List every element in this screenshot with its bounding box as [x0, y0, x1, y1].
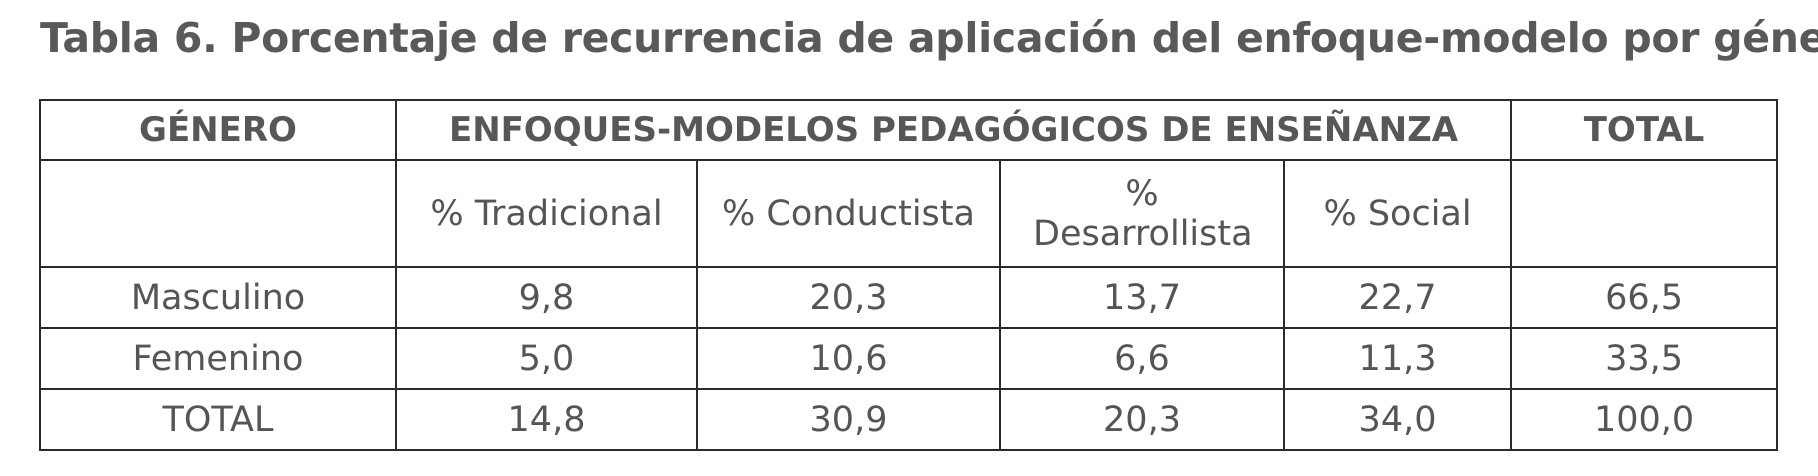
table-cell: 5,0 [395, 327, 698, 390]
subheader-row: % Tradicional % Conductista % Desarrolli… [39, 159, 1779, 268]
table-cell: 13,7 [999, 266, 1285, 329]
subheader-empty-cell [39, 159, 397, 268]
table-cell: 11,3 [1282, 327, 1513, 390]
subheader-social: % Social [1282, 159, 1513, 268]
table-cell: 20,3 [999, 388, 1285, 451]
header-genero: GÉNERO [39, 99, 397, 161]
table-cell: 14,8 [395, 388, 698, 451]
table-row-femenino: Femenino 5,0 10,6 6,6 11,3 33,5 [39, 327, 1779, 390]
table-cell: 100,0 [1510, 388, 1779, 451]
row-label: Femenino [39, 327, 397, 390]
subheader-desarrollista: % Desarrollista [999, 159, 1285, 268]
table-cell: 9,8 [395, 266, 698, 329]
header-total: TOTAL [1510, 99, 1779, 161]
page-title: Tabla 6. Porcentaje de recurrencia de ap… [40, 14, 1818, 62]
table-cell: 6,6 [999, 327, 1285, 390]
table-cell: 30,9 [696, 388, 1001, 451]
table-cell: 20,3 [696, 266, 1001, 329]
header-enfoques: ENFOQUES-MODELOS PEDAGÓGICOS DE ENSEÑANZ… [394, 99, 1513, 161]
table-row-total: TOTAL 14,8 30,9 20,3 34,0 100,0 [39, 388, 1779, 451]
row-label: Masculino [39, 266, 397, 329]
table-cell: 66,5 [1510, 266, 1779, 329]
table-row-masculino: Masculino 9,8 20,3 13,7 22,7 66,5 [39, 266, 1779, 329]
table-cell: 33,5 [1510, 327, 1779, 390]
table-cell: 34,0 [1282, 388, 1513, 451]
table-cell: 10,6 [696, 327, 1001, 390]
row-label: TOTAL [39, 388, 397, 451]
data-table: GÉNERO ENFOQUES-MODELOS PEDAGÓGICOS DE E… [39, 99, 1779, 451]
subheader-empty-total-cell [1510, 159, 1779, 268]
table-cell: 22,7 [1282, 266, 1513, 329]
subheader-tradicional: % Tradicional [395, 159, 698, 268]
subheader-conductista: % Conductista [696, 159, 1001, 268]
header-row: GÉNERO ENFOQUES-MODELOS PEDAGÓGICOS DE E… [39, 99, 1779, 161]
